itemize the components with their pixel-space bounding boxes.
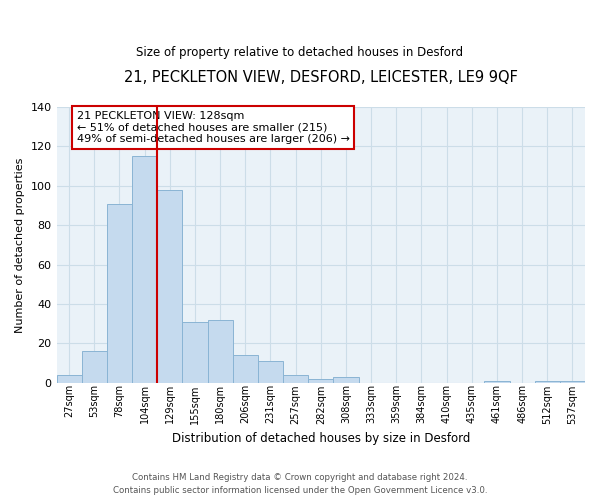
Y-axis label: Number of detached properties: Number of detached properties xyxy=(15,157,25,332)
Bar xyxy=(82,352,107,383)
Bar xyxy=(308,379,334,383)
Bar xyxy=(334,377,359,383)
Bar xyxy=(258,361,283,383)
Bar xyxy=(208,320,233,383)
Bar xyxy=(535,381,560,383)
Bar xyxy=(283,375,308,383)
Bar xyxy=(107,204,132,383)
Bar xyxy=(132,156,157,383)
X-axis label: Distribution of detached houses by size in Desford: Distribution of detached houses by size … xyxy=(172,432,470,445)
Title: 21, PECKLETON VIEW, DESFORD, LEICESTER, LE9 9QF: 21, PECKLETON VIEW, DESFORD, LEICESTER, … xyxy=(124,70,518,85)
Bar xyxy=(182,322,208,383)
Bar xyxy=(233,355,258,383)
Text: 21 PECKLETON VIEW: 128sqm
← 51% of detached houses are smaller (215)
49% of semi: 21 PECKLETON VIEW: 128sqm ← 51% of detac… xyxy=(77,111,350,144)
Bar xyxy=(157,190,182,383)
Text: Contains HM Land Registry data © Crown copyright and database right 2024.
Contai: Contains HM Land Registry data © Crown c… xyxy=(113,473,487,495)
Bar xyxy=(560,381,585,383)
Bar xyxy=(484,381,509,383)
Bar xyxy=(56,375,82,383)
Text: Size of property relative to detached houses in Desford: Size of property relative to detached ho… xyxy=(136,46,464,59)
